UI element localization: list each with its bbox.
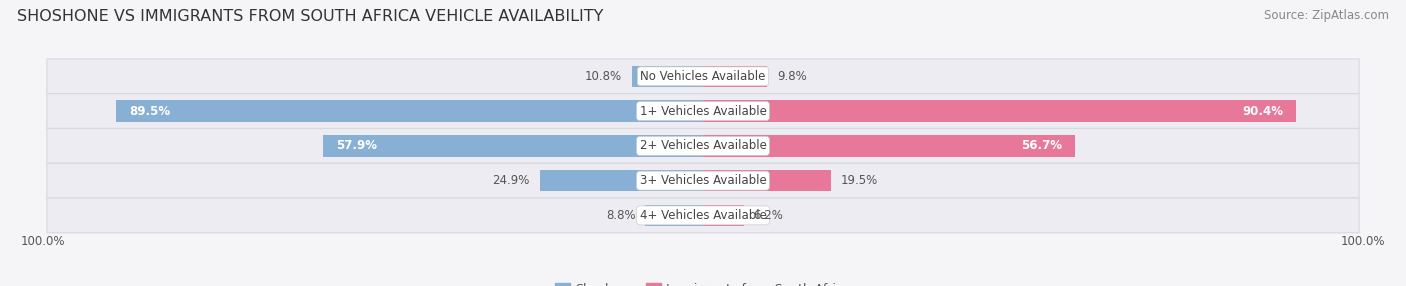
Text: 4+ Vehicles Available: 4+ Vehicles Available [640, 209, 766, 222]
Bar [645, 204, 703, 226]
FancyBboxPatch shape [46, 59, 1360, 94]
Text: 24.9%: 24.9% [492, 174, 530, 187]
FancyBboxPatch shape [46, 94, 1360, 128]
Text: 8.8%: 8.8% [606, 209, 636, 222]
Text: 6.2%: 6.2% [754, 209, 783, 222]
Text: No Vehicles Available: No Vehicles Available [640, 70, 766, 83]
Text: Source: ZipAtlas.com: Source: ZipAtlas.com [1264, 9, 1389, 21]
Text: 57.9%: 57.9% [336, 139, 377, 152]
Bar [540, 170, 703, 191]
Legend: Shoshone, Immigrants from South Africa: Shoshone, Immigrants from South Africa [555, 283, 851, 286]
Text: 100.0%: 100.0% [1341, 235, 1385, 247]
Bar [703, 204, 744, 226]
Bar [115, 100, 703, 122]
Text: 3+ Vehicles Available: 3+ Vehicles Available [640, 174, 766, 187]
Bar [323, 135, 703, 157]
Text: 9.8%: 9.8% [778, 70, 807, 83]
Text: 2+ Vehicles Available: 2+ Vehicles Available [640, 139, 766, 152]
Text: 56.7%: 56.7% [1021, 139, 1062, 152]
Text: 19.5%: 19.5% [841, 174, 877, 187]
Text: 100.0%: 100.0% [21, 235, 65, 247]
Text: 89.5%: 89.5% [129, 105, 170, 118]
FancyBboxPatch shape [46, 163, 1360, 198]
Text: SHOSHONE VS IMMIGRANTS FROM SOUTH AFRICA VEHICLE AVAILABILITY: SHOSHONE VS IMMIGRANTS FROM SOUTH AFRICA… [17, 9, 603, 23]
Text: 90.4%: 90.4% [1241, 105, 1284, 118]
Text: 1+ Vehicles Available: 1+ Vehicles Available [640, 105, 766, 118]
Bar [703, 65, 768, 87]
FancyBboxPatch shape [46, 198, 1360, 233]
FancyBboxPatch shape [46, 128, 1360, 163]
Bar [703, 135, 1076, 157]
Bar [703, 100, 1296, 122]
Bar [633, 65, 703, 87]
Bar [703, 170, 831, 191]
Text: 10.8%: 10.8% [585, 70, 623, 83]
